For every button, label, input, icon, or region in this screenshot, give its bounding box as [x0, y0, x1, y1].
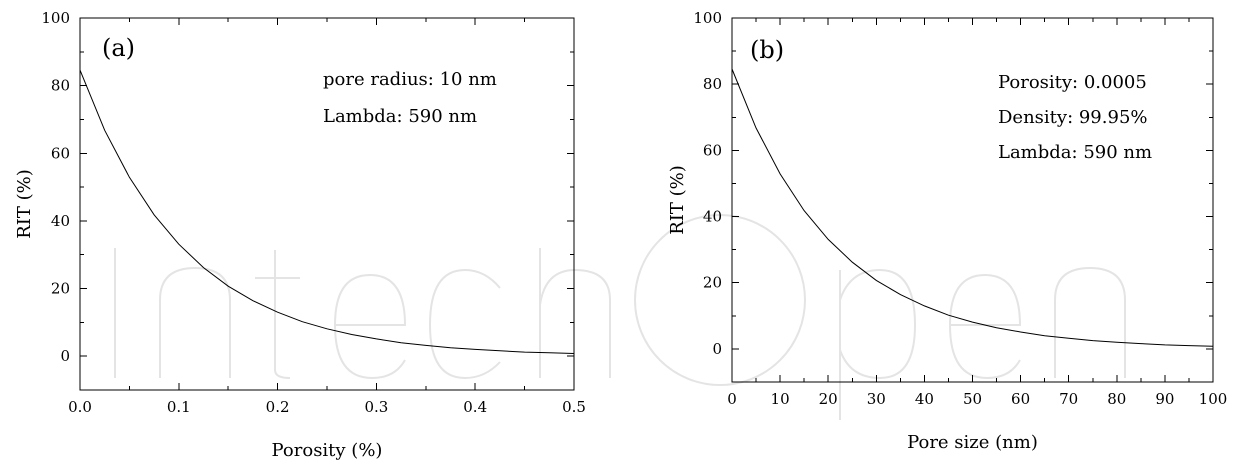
y-tick-label: 100 [693, 9, 722, 27]
annotation: pore radius: 10 nm [323, 69, 497, 90]
axes [731, 17, 1214, 383]
y-tick-label: 40 [703, 208, 722, 226]
axes [79, 17, 575, 391]
y-tick-label: 60 [51, 144, 70, 162]
x-tick-label: 80 [1107, 390, 1126, 408]
y-tick-label: 20 [703, 274, 722, 292]
x-tick-label: 50 [963, 390, 982, 408]
x-tick-label: 0.3 [364, 398, 388, 416]
x-tick-label: 20 [819, 390, 838, 408]
x-tick-label: 0.1 [167, 398, 191, 416]
annotation: Porosity: 0.0005 [998, 72, 1147, 93]
annotation: Density: 99.95% [998, 107, 1148, 128]
x-tick-label: 90 [1155, 390, 1174, 408]
panel-label: (a) [102, 34, 135, 62]
y-axis-label: RIT (%) [14, 169, 35, 239]
x-tick-label: 100 [1199, 390, 1228, 408]
watermark [114, 214, 1126, 420]
y-tick-label: 20 [51, 280, 70, 298]
annotation: Lambda: 590 nm [323, 106, 477, 127]
y-tick-label: 80 [703, 75, 722, 93]
y-axis-label: RIT (%) [667, 165, 688, 235]
y-tick-label: 100 [41, 9, 70, 27]
y-tick-label: 0 [712, 340, 722, 358]
y-tick-label: 80 [51, 77, 70, 95]
panel-label: (b) [750, 36, 784, 64]
x-tick-label: 30 [867, 390, 886, 408]
y-tick-label: 0 [60, 347, 70, 365]
annotation: Lambda: 590 nm [998, 142, 1152, 163]
x-axis-label: Porosity (%) [272, 440, 383, 461]
x-tick-label: 60 [1011, 390, 1030, 408]
y-tick-label: 60 [703, 141, 722, 159]
x-tick-label: 0.2 [266, 398, 290, 416]
panel-b: 0 10 20 30 40 50 60 70 80 90 100 0 20 40 60 80 100 Pore s… [667, 9, 1227, 453]
series-line [731, 68, 1214, 347]
x-tick-label: 0.4 [463, 398, 487, 416]
x-tick-label: 0 [727, 390, 737, 408]
x-tick-label: 10 [771, 390, 790, 408]
x-tick-label: 70 [1059, 390, 1078, 408]
x-tick-label: 40 [915, 390, 934, 408]
y-tick-label: 40 [51, 212, 70, 230]
series-line [79, 69, 575, 354]
x-tick-label: 0.0 [68, 398, 92, 416]
panel-a: 0.0 0.1 0.2 0.3 0.4 0.5 0 20 40 60 80 100 Porosity (… [14, 9, 586, 461]
x-axis-label: Pore size (nm) [907, 432, 1038, 453]
x-tick-label: 0.5 [562, 398, 586, 416]
